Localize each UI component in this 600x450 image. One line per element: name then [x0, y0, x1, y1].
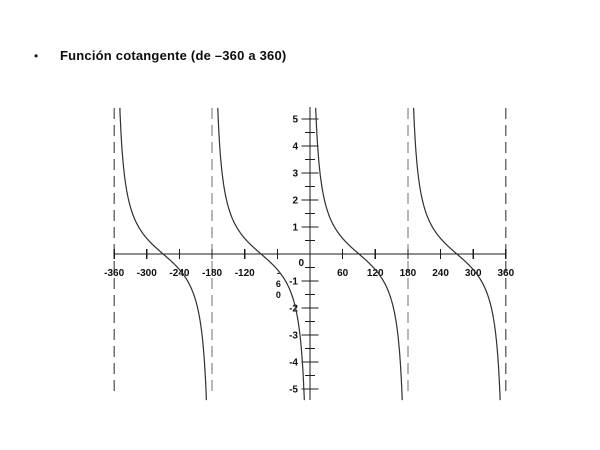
x-tick-label: -120	[235, 268, 255, 279]
x-tick-label: -360	[104, 268, 124, 279]
x-tick-label: 240	[432, 268, 449, 279]
x-tick-label: 180	[400, 268, 417, 279]
y-tick-label: -3	[289, 331, 298, 342]
y-tick-label: 1	[292, 223, 298, 234]
y-tick-label: -2	[289, 304, 298, 315]
page-title: Función cotangente (de –360 a 360)	[60, 48, 287, 63]
x-tick-label-vertical: 6	[276, 279, 281, 289]
x-tick-label: 60	[337, 268, 349, 279]
y-tick-label: 2	[292, 196, 298, 207]
x-tick-label: 300	[465, 268, 482, 279]
x-tick-label: -180	[202, 268, 222, 279]
cotangent-curve	[119, 107, 501, 401]
bullet-marker: •	[34, 49, 39, 63]
x-tick-label: 360	[497, 268, 514, 279]
y-tick-label: -5	[289, 385, 298, 396]
cotangent-branch	[217, 107, 305, 401]
cotangent-branch	[413, 107, 501, 401]
y-tick-label: 4	[292, 142, 298, 153]
slide-title-row: • Función cotangente (de –360 a 360)	[34, 48, 286, 64]
y-tick-label: -1	[289, 277, 298, 288]
x-tick-label-vertical: 0	[276, 290, 281, 300]
x-tick-label: 120	[367, 268, 384, 279]
x-tick-label-vertical: -	[277, 268, 280, 278]
cotangent-branch	[119, 107, 207, 401]
axes	[114, 107, 506, 400]
x-tick-label: -300	[137, 268, 157, 279]
y-tick-label: 5	[292, 115, 298, 126]
y-tick-label: 3	[292, 169, 298, 180]
x-tick-label: -240	[169, 268, 189, 279]
cotangent-branch	[315, 107, 403, 401]
y-tick-label: -4	[289, 358, 298, 369]
origin-label: 0	[298, 258, 304, 269]
